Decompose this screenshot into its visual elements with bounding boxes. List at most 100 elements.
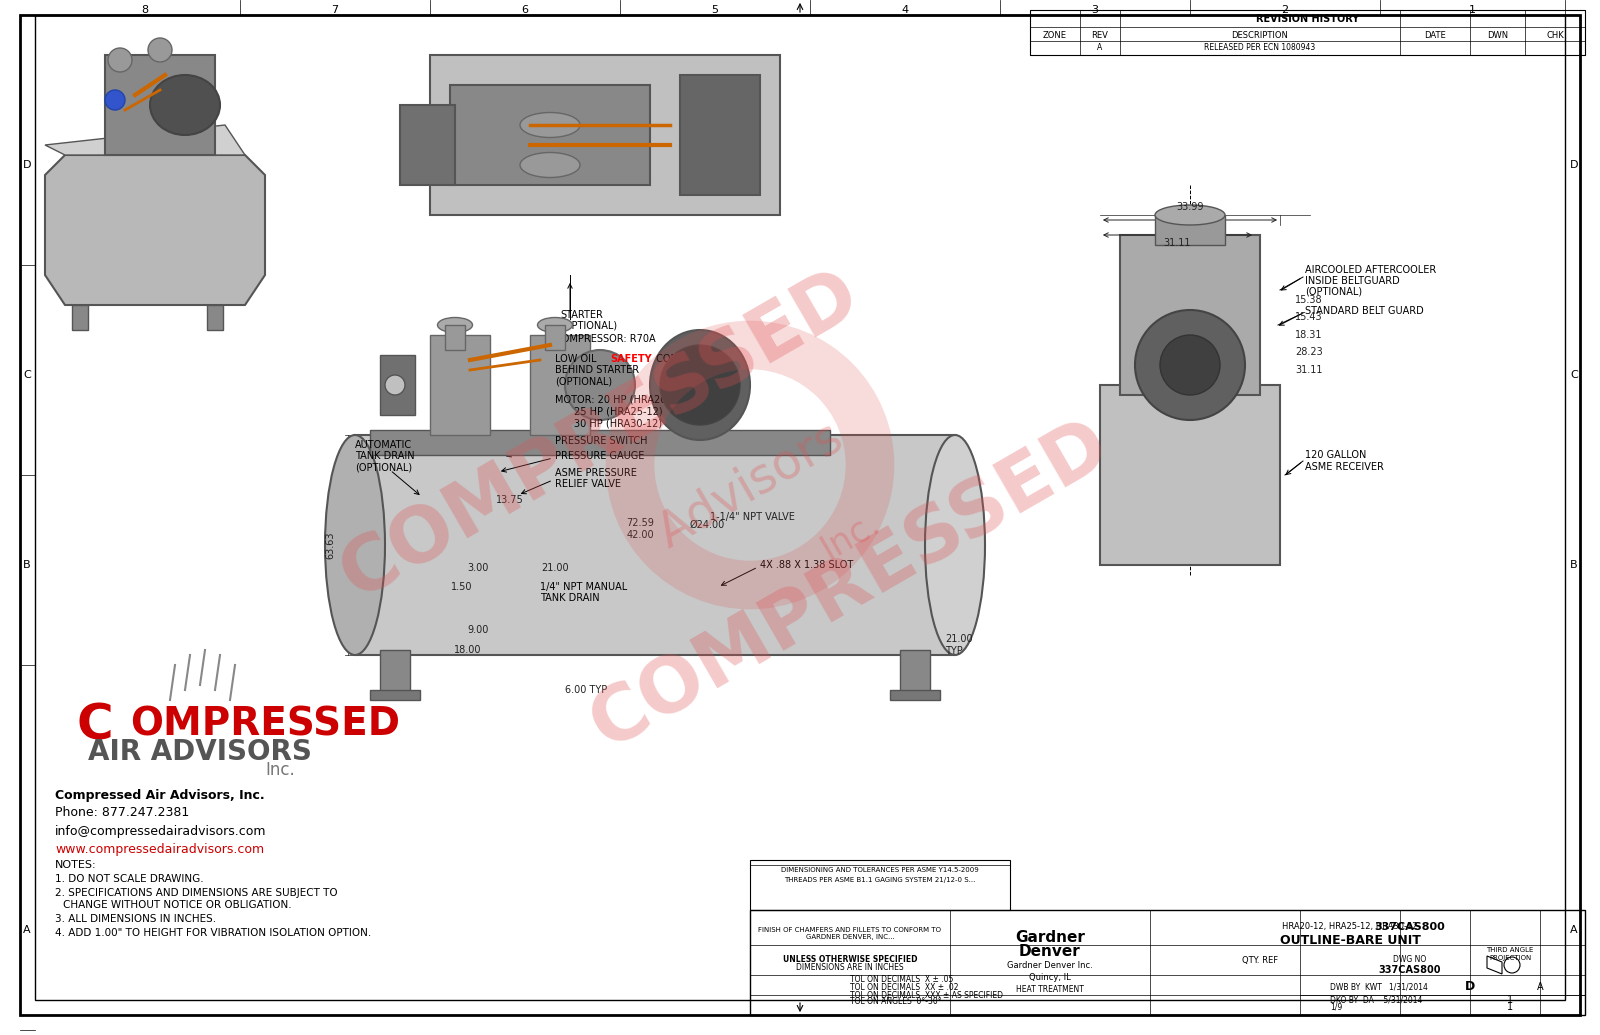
Text: 3.00: 3.00: [467, 563, 488, 573]
Text: Denver: Denver: [1019, 945, 1082, 959]
Polygon shape: [72, 305, 88, 330]
Text: REV: REV: [1091, 30, 1109, 39]
Text: B: B: [1570, 560, 1578, 570]
Text: 337CAS800: 337CAS800: [1379, 965, 1442, 975]
Text: AUTOMATIC: AUTOMATIC: [355, 440, 413, 450]
Text: 15.43: 15.43: [1294, 312, 1323, 322]
Bar: [680, 75, 760, 195]
Text: 2. SPECIFICATIONS AND DIMENSIONS ARE SUBJECT TO: 2. SPECIFICATIONS AND DIMENSIONS ARE SUB…: [54, 888, 338, 898]
Text: Gardner: Gardner: [1014, 929, 1085, 945]
Text: COMPRESSOR: R70A: COMPRESSOR: R70A: [555, 334, 656, 344]
Text: 8: 8: [141, 5, 149, 14]
Bar: [530, 335, 590, 435]
Ellipse shape: [650, 330, 750, 440]
Bar: [750, 860, 1010, 910]
Text: TOL ON DECIMALS  XX ± .02: TOL ON DECIMALS XX ± .02: [850, 983, 958, 993]
Text: STANDARD BELT GUARD: STANDARD BELT GUARD: [1306, 306, 1424, 316]
Text: C: C: [77, 701, 114, 749]
Ellipse shape: [538, 318, 573, 332]
Text: Phone: 877.247.2381: Phone: 877.247.2381: [54, 806, 189, 820]
Text: MOTOR: 20 HP (HRA20-12): MOTOR: 20 HP (HRA20-12): [555, 394, 686, 404]
Text: HEAT TREATMENT: HEAT TREATMENT: [1016, 985, 1083, 995]
Text: Ø24.00: Ø24.00: [690, 520, 725, 530]
Bar: [1120, 235, 1261, 395]
Text: CHK: CHK: [1546, 30, 1563, 39]
Text: LOW OIL: LOW OIL: [555, 354, 600, 364]
Bar: [430, 335, 490, 435]
Text: PRESSURE SWITCH: PRESSURE SWITCH: [555, 436, 648, 446]
Text: 1-1/4" NPT VALVE: 1-1/4" NPT VALVE: [710, 512, 795, 522]
Text: ASME PRESSURE: ASME PRESSURE: [555, 468, 637, 478]
Bar: [445, 325, 466, 350]
Text: GARDNER DENVER, INC...: GARDNER DENVER, INC...: [806, 934, 894, 940]
Text: A: A: [1098, 43, 1102, 53]
Text: DIMENSIONING AND TOLERANCES PER ASME Y14.5-2009: DIMENSIONING AND TOLERANCES PER ASME Y14…: [781, 867, 979, 873]
Text: INSIDE BELTGUARD: INSIDE BELTGUARD: [1306, 276, 1400, 286]
Text: B: B: [22, 560, 30, 570]
Ellipse shape: [150, 75, 221, 135]
Text: D: D: [22, 160, 32, 170]
Bar: [370, 690, 419, 700]
Text: 72.59: 72.59: [626, 518, 654, 528]
Ellipse shape: [925, 435, 986, 655]
Circle shape: [109, 48, 131, 72]
Text: DWB BY  KWT   1/31/2014: DWB BY KWT 1/31/2014: [1330, 982, 1427, 992]
Text: NOTES:: NOTES:: [54, 860, 96, 870]
Text: Compressed Air Advisors, Inc.: Compressed Air Advisors, Inc.: [54, 789, 264, 801]
Bar: [381, 650, 410, 694]
Text: CONTROL: CONTROL: [653, 354, 704, 364]
Text: 31.11: 31.11: [1163, 238, 1190, 248]
Text: 1: 1: [1507, 995, 1514, 1005]
Bar: [430, 55, 781, 215]
Text: TANK DRAIN: TANK DRAIN: [541, 593, 600, 603]
Ellipse shape: [325, 435, 386, 655]
Text: OMPRESSED: OMPRESSED: [130, 706, 400, 744]
Text: 9.00: 9.00: [467, 625, 488, 635]
Text: (OPTIONAL): (OPTIONAL): [560, 320, 618, 330]
Text: ASME RECEIVER: ASME RECEIVER: [1306, 462, 1384, 472]
Text: 13.75: 13.75: [496, 495, 523, 505]
Text: SAFETY: SAFETY: [610, 354, 651, 364]
Text: 21.00
TYP: 21.00 TYP: [946, 634, 973, 656]
Circle shape: [386, 375, 405, 395]
Polygon shape: [206, 305, 222, 330]
Polygon shape: [45, 155, 266, 305]
Bar: [546, 325, 565, 350]
Text: DWG NO: DWG NO: [1394, 955, 1427, 965]
Text: 18.31: 18.31: [1294, 330, 1323, 341]
Text: 5: 5: [712, 5, 718, 14]
Text: AIRCOOLED AFTERCOOLER: AIRCOOLED AFTERCOOLER: [1306, 265, 1437, 275]
Text: 18.00: 18.00: [454, 645, 482, 655]
Text: 1: 1: [1507, 1002, 1514, 1012]
Text: A: A: [22, 925, 30, 935]
Bar: [1101, 385, 1280, 565]
Text: DIMENSIONS ARE IN INCHES: DIMENSIONS ARE IN INCHES: [797, 964, 904, 973]
Circle shape: [1160, 335, 1221, 395]
Text: UNLESS OTHERWISE SPECIFIED: UNLESS OTHERWISE SPECIFIED: [782, 955, 917, 965]
Text: 6: 6: [522, 5, 528, 14]
Text: 7: 7: [331, 5, 339, 14]
Text: 337CAS800: 337CAS800: [1374, 922, 1445, 932]
Text: info@compressedairadvisors.com: info@compressedairadvisors.com: [54, 825, 267, 837]
Text: Quincy, IL: Quincy, IL: [1029, 973, 1070, 981]
Text: ZONE: ZONE: [1043, 30, 1067, 39]
Text: 1/4" NPT MANUAL: 1/4" NPT MANUAL: [541, 582, 627, 592]
Bar: [370, 430, 830, 455]
Text: 31.11: 31.11: [1294, 365, 1323, 375]
Text: FINISH OF CHAMFERS AND FILLETS TO CONFORM TO: FINISH OF CHAMFERS AND FILLETS TO CONFOR…: [758, 927, 941, 933]
Text: PRESSURE GAUGE: PRESSURE GAUGE: [555, 451, 645, 461]
Circle shape: [147, 38, 173, 62]
Ellipse shape: [520, 152, 579, 177]
Text: AIR ADVISORS: AIR ADVISORS: [88, 738, 312, 766]
Text: TOL ON DECIMALS  XXX ± AS SPECIFIED: TOL ON DECIMALS XXX ± AS SPECIFIED: [850, 990, 1003, 1000]
Polygon shape: [106, 55, 214, 155]
Text: 28.23: 28.23: [1294, 347, 1323, 357]
Text: 6.00 TYP: 6.00 TYP: [565, 685, 608, 694]
Text: (OPTIONAL): (OPTIONAL): [555, 376, 613, 386]
Bar: [1030, 10, 1586, 55]
Text: 2: 2: [1282, 5, 1288, 14]
Text: A: A: [1536, 982, 1544, 992]
Text: Gardner Denver Inc.: Gardner Denver Inc.: [1006, 960, 1093, 970]
Text: 1/9: 1/9: [1330, 1003, 1342, 1011]
Text: TOL ON ANGLES  0°-30°: TOL ON ANGLES 0°-30°: [850, 998, 942, 1006]
